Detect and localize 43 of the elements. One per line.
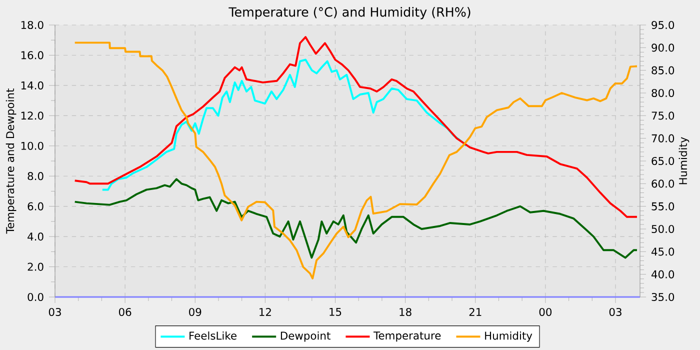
y2-tick-label: 65.0 bbox=[652, 156, 674, 166]
y2-tick-label: 75.0 bbox=[652, 112, 674, 120]
x-tick-label: 15 bbox=[330, 308, 342, 316]
y2-tick-label: 35.0 bbox=[652, 292, 674, 302]
y2-tick-label: 80.0 bbox=[652, 88, 674, 98]
y-tick-label: 2.0 bbox=[28, 262, 44, 271]
y2-tick-label: 40.0 bbox=[652, 270, 674, 278]
x-tick-label: 03 bbox=[609, 308, 622, 316]
y-tick-label: 10.0 bbox=[21, 142, 44, 150]
line-series bbox=[74, 178, 638, 259]
line-series bbox=[74, 36, 638, 218]
line-series bbox=[74, 42, 638, 280]
x-tick-label: 18 bbox=[400, 308, 412, 316]
legend-label: FeelsLike bbox=[190, 331, 236, 340]
legend-label: Humidity bbox=[485, 331, 532, 342]
y2-axis-title: Humidity bbox=[678, 137, 690, 184]
x-tick-label: 12 bbox=[260, 308, 271, 316]
y2-tick-label: 55.0 bbox=[652, 202, 674, 210]
y-tick-label: 14.0 bbox=[21, 81, 44, 90]
y-tick-label: 6.0 bbox=[28, 202, 44, 210]
y-tick-label: 8.0 bbox=[28, 172, 44, 180]
x-tick-label: 09 bbox=[189, 308, 202, 316]
y2-tick-label: 85.0 bbox=[652, 66, 674, 74]
y2-tick-label: 50.0 bbox=[652, 224, 674, 234]
x-tick-label: 00 bbox=[539, 308, 552, 316]
x-tick-label: 06 bbox=[118, 308, 132, 316]
y-axis-title: Temperature and Dewpoint bbox=[6, 88, 16, 234]
y2-tick-label: 95.0 bbox=[652, 20, 674, 30]
y2-tick-label: 60.0 bbox=[652, 180, 674, 188]
x-tick-label: 03 bbox=[48, 308, 61, 316]
y-tick-label: 16.0 bbox=[21, 51, 44, 60]
y-tick-label: 0.0 bbox=[28, 292, 44, 302]
legend-label: Temperature bbox=[373, 332, 441, 342]
x-tick-label: 21 bbox=[469, 308, 482, 316]
y-tick-label: 4.0 bbox=[28, 232, 44, 241]
y-tick-label: 18.0 bbox=[21, 20, 44, 30]
y2-tick-label: 90.0 bbox=[652, 44, 674, 52]
legend-label: Dewpoint bbox=[280, 331, 330, 342]
chart-title: Temperature (°C) and Humidity (RH%) bbox=[228, 6, 470, 20]
y2-tick-label: 45.0 bbox=[652, 248, 674, 256]
y-tick-label: 12.0 bbox=[21, 112, 44, 120]
y2-tick-label: 70.0 bbox=[652, 134, 674, 142]
line-series bbox=[101, 58, 468, 191]
